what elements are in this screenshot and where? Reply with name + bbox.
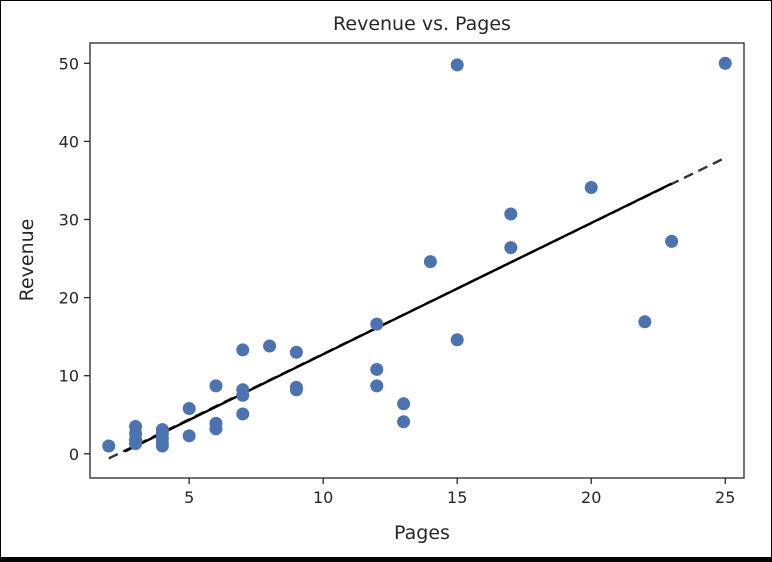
data-point [182, 401, 196, 415]
y-axis-label: Revenue [16, 219, 38, 302]
data-point [236, 407, 250, 421]
fit-line-layer [108, 156, 726, 460]
y-tick-label: 30 [59, 210, 79, 229]
data-point [236, 343, 250, 357]
data-point [370, 362, 384, 376]
x-tick-label: 25 [715, 488, 735, 507]
data-point [638, 315, 652, 329]
data-point [289, 380, 303, 394]
data-point [423, 255, 437, 269]
data-point [370, 317, 384, 331]
data-point [397, 415, 411, 429]
data-point [450, 333, 464, 347]
x-tick-label: 5 [184, 488, 194, 507]
points-layer [102, 56, 732, 453]
data-point [504, 207, 518, 221]
data-point [665, 234, 679, 248]
data-point [236, 383, 250, 397]
chart-title: Revenue vs. Pages [333, 13, 511, 35]
y-tick-label: 50 [59, 54, 79, 73]
data-point [450, 58, 464, 72]
y-tick-label: 20 [59, 289, 79, 308]
data-point [397, 397, 411, 411]
x-axis-label: Pages [394, 522, 450, 544]
y-tick-label: 10 [59, 367, 79, 386]
x-tick-label: 20 [581, 488, 601, 507]
data-point [129, 419, 143, 433]
data-point [370, 379, 384, 393]
y-tick-label: 0 [69, 445, 79, 464]
data-point [209, 416, 223, 430]
data-point [209, 379, 223, 393]
data-point [584, 180, 598, 194]
y-axis-ticks: 0 10 20 30 40 50 [59, 54, 90, 464]
plot-area [89, 42, 745, 479]
data-point [155, 423, 169, 437]
data-point [504, 241, 518, 255]
x-tick-label: 10 [313, 488, 333, 507]
data-point [289, 345, 303, 359]
y-tick-label: 40 [59, 132, 79, 151]
x-tick-label: 15 [447, 488, 467, 507]
data-point [102, 439, 116, 453]
x-axis-ticks: 5 10 15 20 25 [184, 478, 735, 507]
data-point [718, 56, 732, 70]
data-point [182, 429, 196, 443]
fit-line-solid [124, 182, 673, 453]
data-point [263, 339, 277, 353]
